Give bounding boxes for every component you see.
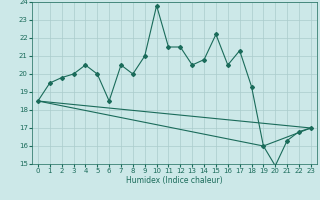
X-axis label: Humidex (Indice chaleur): Humidex (Indice chaleur) [126, 176, 223, 185]
